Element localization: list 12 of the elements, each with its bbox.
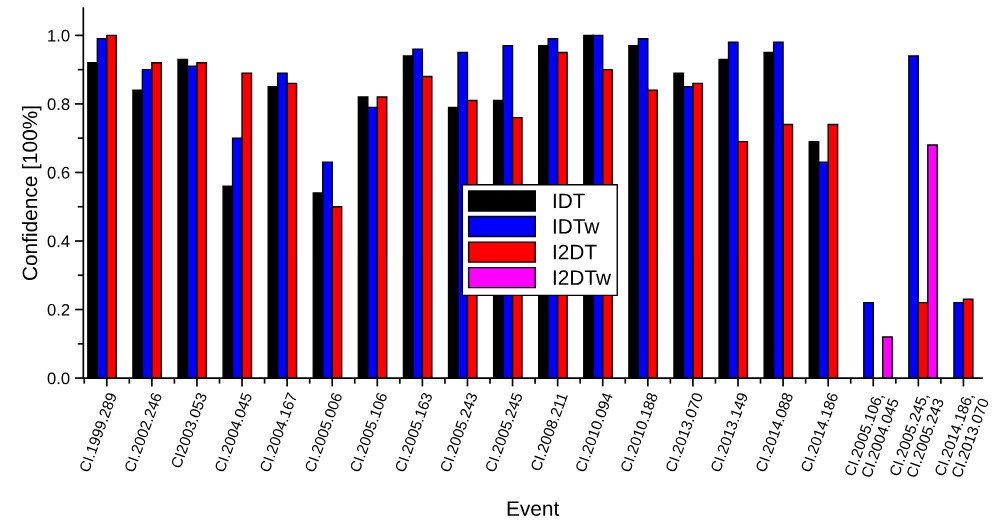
y-tick-label: 1.0 [48, 29, 70, 42]
y-tick-label: 0.0 [47, 372, 70, 385]
legend-label: I2DT [553, 244, 597, 260]
y-tick-label: 0.8 [47, 98, 70, 111]
legend-label: IDT [553, 193, 586, 209]
y-axis-title: Confidence [100%] [21, 106, 42, 280]
y-tick-label: 0.4 [47, 235, 70, 248]
y-tick-label: 0.2 [47, 303, 70, 316]
legend-label: IDTw [553, 219, 600, 234]
x-axis-title: Event [507, 501, 560, 516]
legend-label: I2DTw [553, 270, 612, 285]
y-tick-label: 0.6 [47, 166, 70, 179]
